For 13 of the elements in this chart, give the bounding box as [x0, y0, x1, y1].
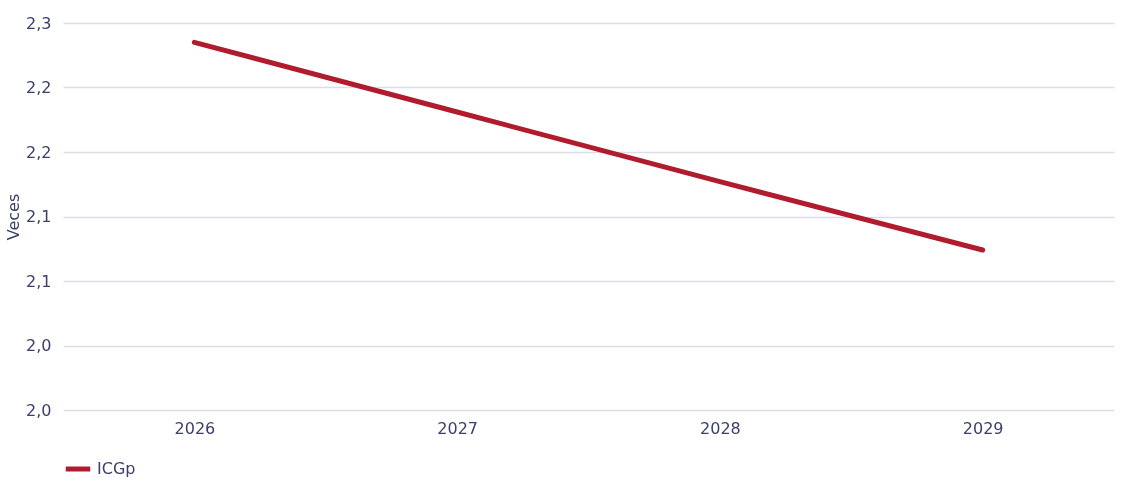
legend-label: ICGp	[97, 459, 136, 478]
y-tick-label: 2,2	[26, 142, 52, 162]
y-axis-title: Veces	[4, 193, 24, 241]
y-tick-label: 2,1	[26, 207, 52, 226]
x-tick-label: 2028	[700, 418, 741, 438]
y-tick-label: 2,0	[26, 336, 52, 355]
x-tick-label: 2027	[437, 418, 478, 438]
y-tick-label: 2,1	[26, 271, 52, 291]
x-tick-label: 2026	[174, 418, 216, 438]
y-tick-label: 2,0	[26, 400, 52, 420]
x-tick-label: 2029	[962, 418, 1004, 438]
y-tick-label: 2,3	[26, 13, 52, 33]
y-tick-label: 2,2	[26, 78, 52, 97]
